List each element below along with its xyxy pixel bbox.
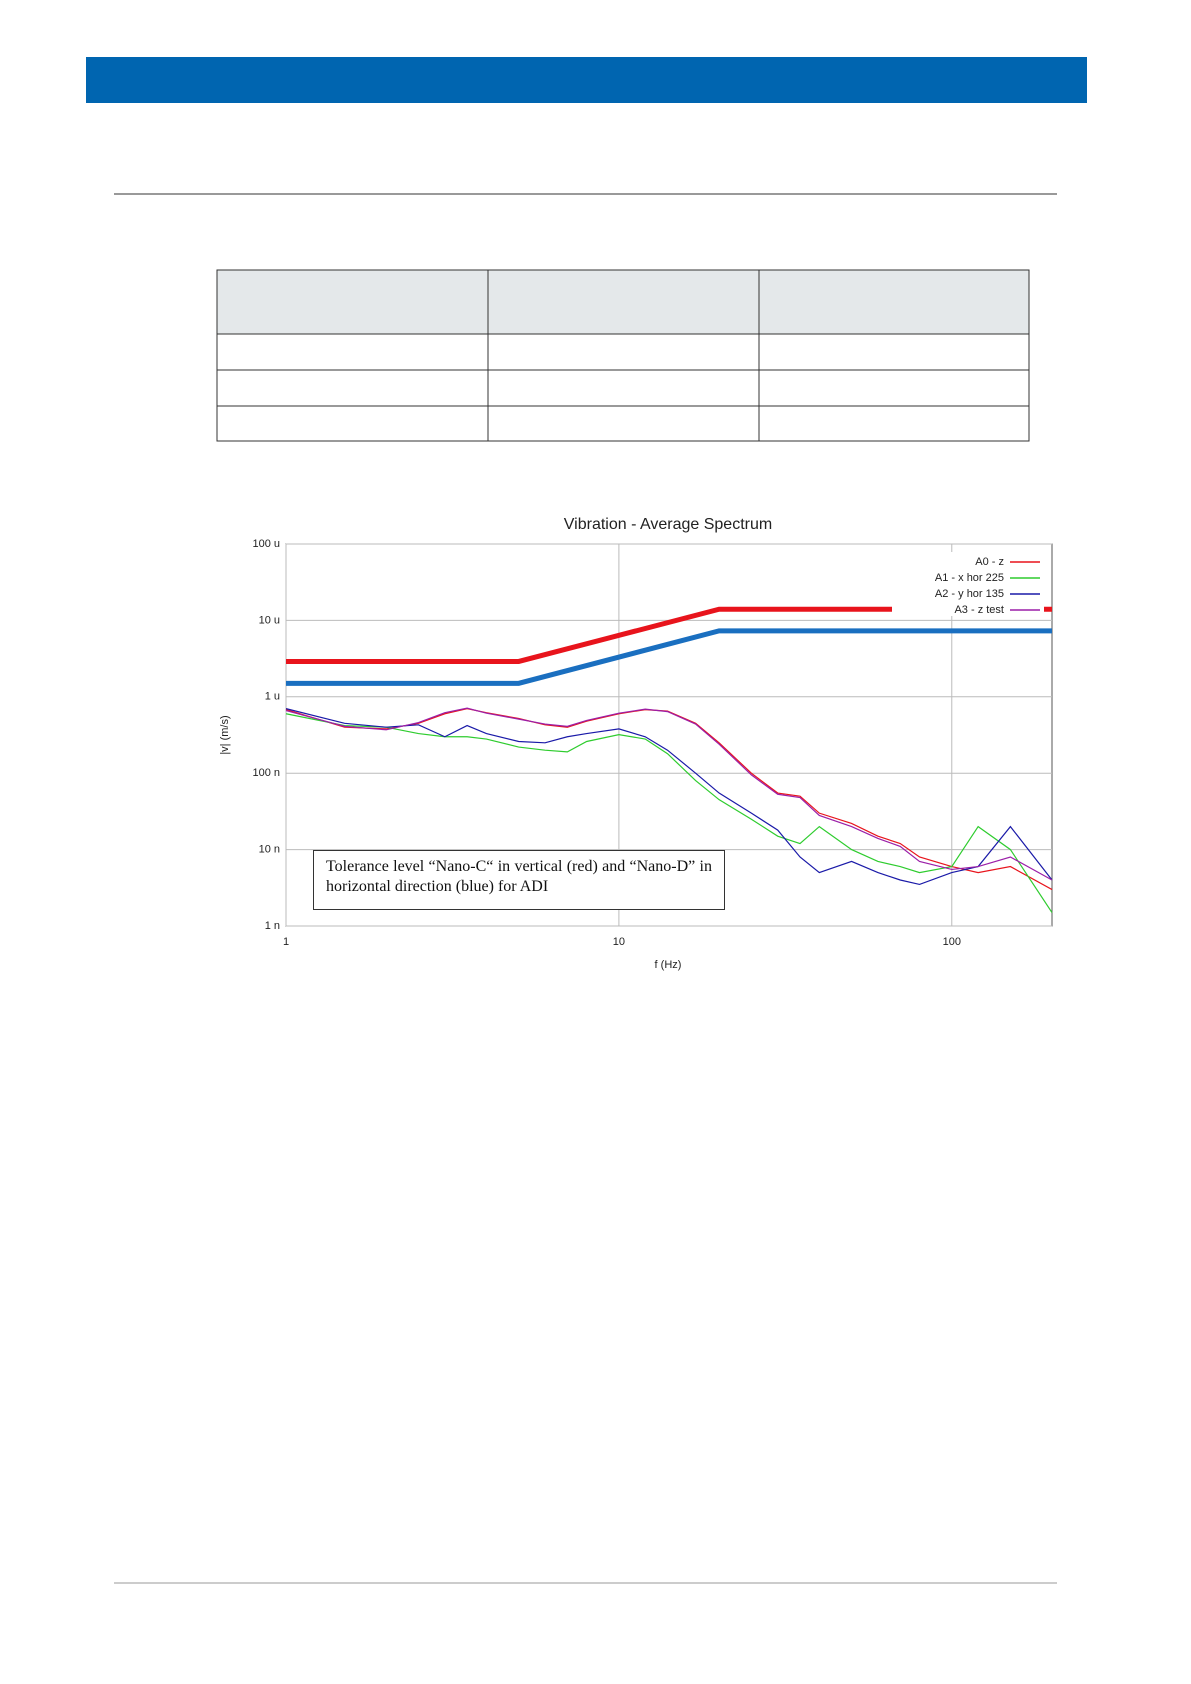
table-border: [216, 269, 1030, 442]
y-tick-label: 100 n: [252, 767, 280, 779]
x-tick-label: 1: [283, 936, 289, 948]
y-tick-label: 1 n: [265, 920, 280, 932]
tolerance-line: [286, 606, 1052, 664]
header-bar: [86, 57, 1087, 103]
chart-title: Vibration - Average Spectrum: [564, 516, 772, 533]
x-tick-label: 100: [943, 936, 961, 948]
series-line: [285, 707, 1053, 881]
y-tick-label: 1 u: [265, 691, 280, 703]
y-tick-label: 10 u: [259, 614, 280, 626]
table: [216, 269, 1030, 442]
series-line: [285, 713, 1053, 913]
x-tick-label: 10: [613, 936, 625, 948]
table-header: [216, 269, 1030, 335]
legend-label: A3 - z test: [954, 604, 1004, 616]
y-axis-label: |v| (m/s): [219, 715, 231, 754]
tolerance-line: [286, 628, 1052, 686]
legend-label: A2 - y hor 135: [935, 588, 1004, 600]
y-tick-label: 10 n: [259, 844, 280, 856]
series-line: [285, 708, 1053, 886]
x-axis-label: f (Hz): [655, 959, 682, 971]
y-tick-label: 100 u: [252, 538, 280, 550]
annotation: Tolerance level “Nano-C“ in vertical (re…: [313, 850, 725, 910]
legend-label: A1 - x hor 225: [935, 572, 1004, 584]
legend-label: A0 - z: [975, 556, 1004, 568]
